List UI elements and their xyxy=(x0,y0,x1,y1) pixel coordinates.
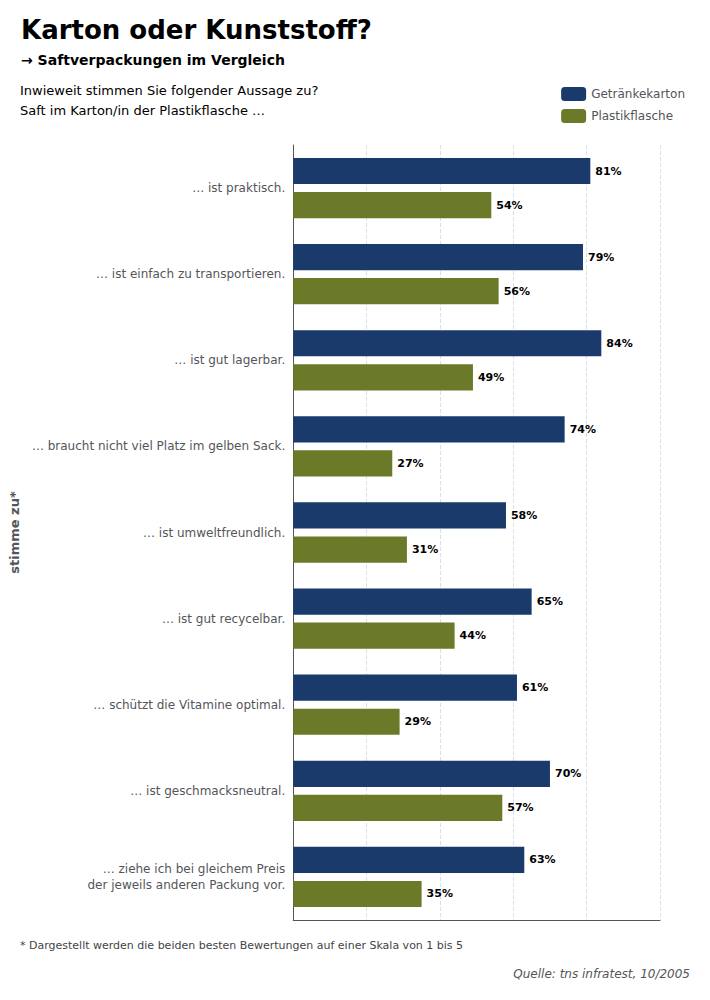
svg-text:… ist geschmacksneutral.: … ist geschmacksneutral. xyxy=(130,784,285,798)
svg-text:70%: 70% xyxy=(555,767,581,780)
svg-text:49%: 49% xyxy=(478,371,504,384)
svg-text:… ziehe ich bei gleichem Preis: … ziehe ich bei gleichem Preis xyxy=(103,862,286,876)
svg-text:57%: 57% xyxy=(507,801,533,814)
svg-text:63%: 63% xyxy=(529,853,555,866)
svg-text:stimme zu*: stimme zu* xyxy=(7,491,22,574)
svg-text:27%: 27% xyxy=(397,457,423,470)
svg-text:Inwieweit stimmen Sie folgende: Inwieweit stimmen Sie folgender Aussage … xyxy=(20,83,318,98)
svg-text:… ist einfach zu transportiere: … ist einfach zu transportieren. xyxy=(96,267,285,281)
svg-text:… ist praktisch.: … ist praktisch. xyxy=(192,181,285,195)
svg-text:… ist gut recycelbar.: … ist gut recycelbar. xyxy=(162,612,285,626)
svg-text:Quelle: tns infratest, 10/2005: Quelle: tns infratest, 10/2005 xyxy=(513,967,690,981)
svg-text:Plastikflasche: Plastikflasche xyxy=(591,109,673,123)
svg-text:Saft im Karton/in der Plastikf: Saft im Karton/in der Plastikflasche … xyxy=(20,103,265,118)
svg-text:81%: 81% xyxy=(595,165,621,178)
svg-text:29%: 29% xyxy=(405,715,431,728)
svg-text:61%: 61% xyxy=(522,681,548,694)
svg-text:Getränkekarton: Getränkekarton xyxy=(591,87,685,101)
svg-text:79%: 79% xyxy=(588,251,614,264)
svg-text:… ist gut lagerbar.: … ist gut lagerbar. xyxy=(174,353,285,367)
svg-text:65%: 65% xyxy=(537,595,563,608)
svg-text:84%: 84% xyxy=(606,337,632,350)
svg-text:35%: 35% xyxy=(427,887,453,900)
svg-text:56%: 56% xyxy=(504,285,530,298)
svg-text:44%: 44% xyxy=(460,629,486,642)
svg-text:der jeweils anderen Packung vo: der jeweils anderen Packung vor. xyxy=(87,878,285,892)
svg-text:→ Saftverpackungen im Vergleic: → Saftverpackungen im Vergleich xyxy=(21,52,285,68)
svg-text:58%: 58% xyxy=(511,509,537,522)
svg-text:74%: 74% xyxy=(570,423,596,436)
svg-text:54%: 54% xyxy=(496,199,522,212)
svg-text:… schützt die Vitamine optimal: … schützt die Vitamine optimal. xyxy=(93,698,285,712)
svg-text:… braucht nicht viel Platz im: … braucht nicht viel Platz im gelben Sac… xyxy=(32,439,285,453)
svg-text:Karton oder Kunststoff?: Karton oder Kunststoff? xyxy=(21,15,372,45)
svg-text:* Dargestellt werden die beide: * Dargestellt werden die beiden besten B… xyxy=(20,939,463,952)
svg-text:… ist umweltfreundlich.: … ist umweltfreundlich. xyxy=(143,526,285,540)
svg-text:31%: 31% xyxy=(412,543,438,556)
